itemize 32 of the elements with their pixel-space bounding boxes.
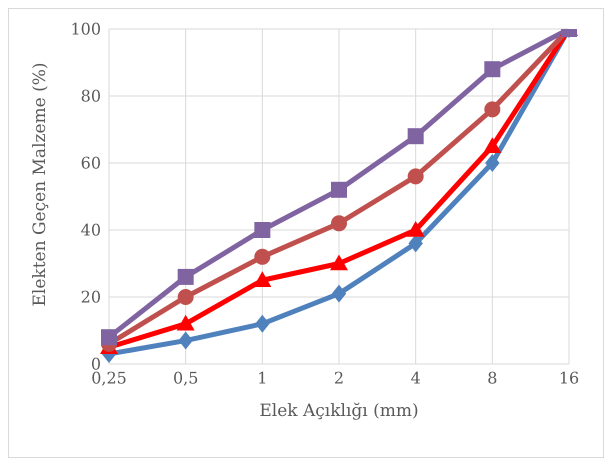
point bbox=[255, 314, 270, 333]
point bbox=[101, 329, 117, 346]
point bbox=[178, 268, 194, 285]
point bbox=[330, 254, 348, 270]
point bbox=[331, 182, 347, 198]
point bbox=[178, 332, 193, 350]
y-axis-title: Elekten Geçen Malzeme (%) bbox=[30, 62, 50, 306]
point bbox=[332, 284, 346, 303]
y-tick-label: 60 bbox=[80, 154, 101, 173]
x-axis-title: Elek Açıklığı (mm) bbox=[259, 401, 419, 421]
point bbox=[406, 221, 425, 237]
y-tick-label: 40 bbox=[80, 220, 101, 240]
y-tick-label: 80 bbox=[80, 86, 101, 106]
point bbox=[485, 154, 500, 172]
point bbox=[331, 215, 347, 232]
point bbox=[408, 168, 424, 184]
y-tick-label: 100 bbox=[70, 20, 101, 39]
point bbox=[178, 289, 194, 305]
point bbox=[483, 137, 502, 153]
point bbox=[176, 314, 195, 331]
x-tick-label: 1 bbox=[257, 368, 268, 388]
point bbox=[484, 101, 500, 118]
x-tick-label: 4 bbox=[410, 368, 421, 388]
point bbox=[254, 222, 270, 238]
x-tick-label: 16 bbox=[558, 368, 580, 388]
x-tick-label: 2 bbox=[334, 368, 344, 388]
point bbox=[408, 128, 424, 144]
x-tick-label: 8 bbox=[487, 368, 498, 388]
x-tick-label: 0,5 bbox=[172, 368, 198, 388]
point bbox=[484, 61, 500, 78]
point bbox=[254, 248, 270, 265]
y-tick-label: 20 bbox=[80, 288, 101, 307]
